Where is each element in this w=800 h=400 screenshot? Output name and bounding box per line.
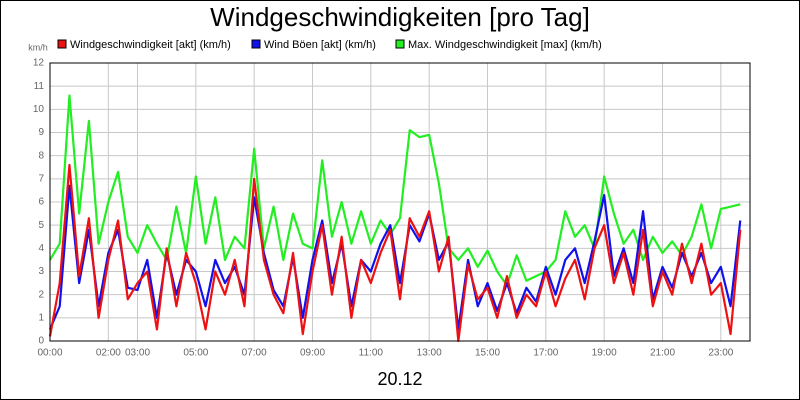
y-tick-label: 4	[38, 243, 44, 254]
legend-swatch	[57, 39, 67, 49]
y-tick-label: 12	[33, 58, 45, 69]
y-tick-label: 1	[38, 312, 44, 323]
y-tick-label: 6	[38, 197, 44, 208]
x-tick-label: 23:00	[708, 348, 733, 359]
y-tick-label: 8	[38, 150, 44, 161]
y-tick-label: 9	[38, 127, 44, 138]
x-tick-label: 02:00	[96, 348, 121, 359]
x-tick-label: 00:00	[37, 348, 62, 359]
y-tick-label: 5	[38, 220, 44, 231]
legend-label: Windgeschwindigkeit [akt] (km/h)	[70, 39, 231, 51]
x-tick-label: 09:00	[300, 348, 325, 359]
y-tick-label: 10	[33, 104, 45, 115]
legend-label: Max. Windgeschwindigkeit [max] (km/h)	[408, 39, 602, 51]
y-unit: km/h	[28, 42, 48, 52]
x-tick-label: 03:00	[125, 348, 150, 359]
x-tick-label: 07:00	[242, 348, 267, 359]
x-tick-label: 05:00	[183, 348, 208, 359]
y-tick-label: 0	[38, 336, 44, 347]
x-tick-label: 21:00	[650, 348, 675, 359]
x-tick-label: 19:00	[592, 348, 617, 359]
x-tick-label: 13:00	[417, 348, 442, 359]
plot-border	[49, 62, 751, 342]
x-tick-label: 11:00	[359, 348, 384, 359]
x-label: 20.12	[377, 369, 422, 389]
x-tick-label: 15:00	[475, 348, 500, 359]
data-line	[48, 163, 742, 343]
legend-swatch	[251, 39, 261, 49]
x-tick-label: 17:00	[533, 348, 558, 359]
y-tick-label: 7	[38, 173, 44, 184]
y-tick-label: 2	[38, 289, 44, 300]
y-tick-label: 3	[38, 266, 44, 277]
y-tick-label: 11	[34, 81, 45, 92]
chart-title: Windgeschwindigkeiten [pro Tag]	[210, 2, 590, 32]
legend-label: Wind Böen [akt] (km/h)	[264, 39, 376, 51]
legend-swatch	[395, 39, 405, 49]
